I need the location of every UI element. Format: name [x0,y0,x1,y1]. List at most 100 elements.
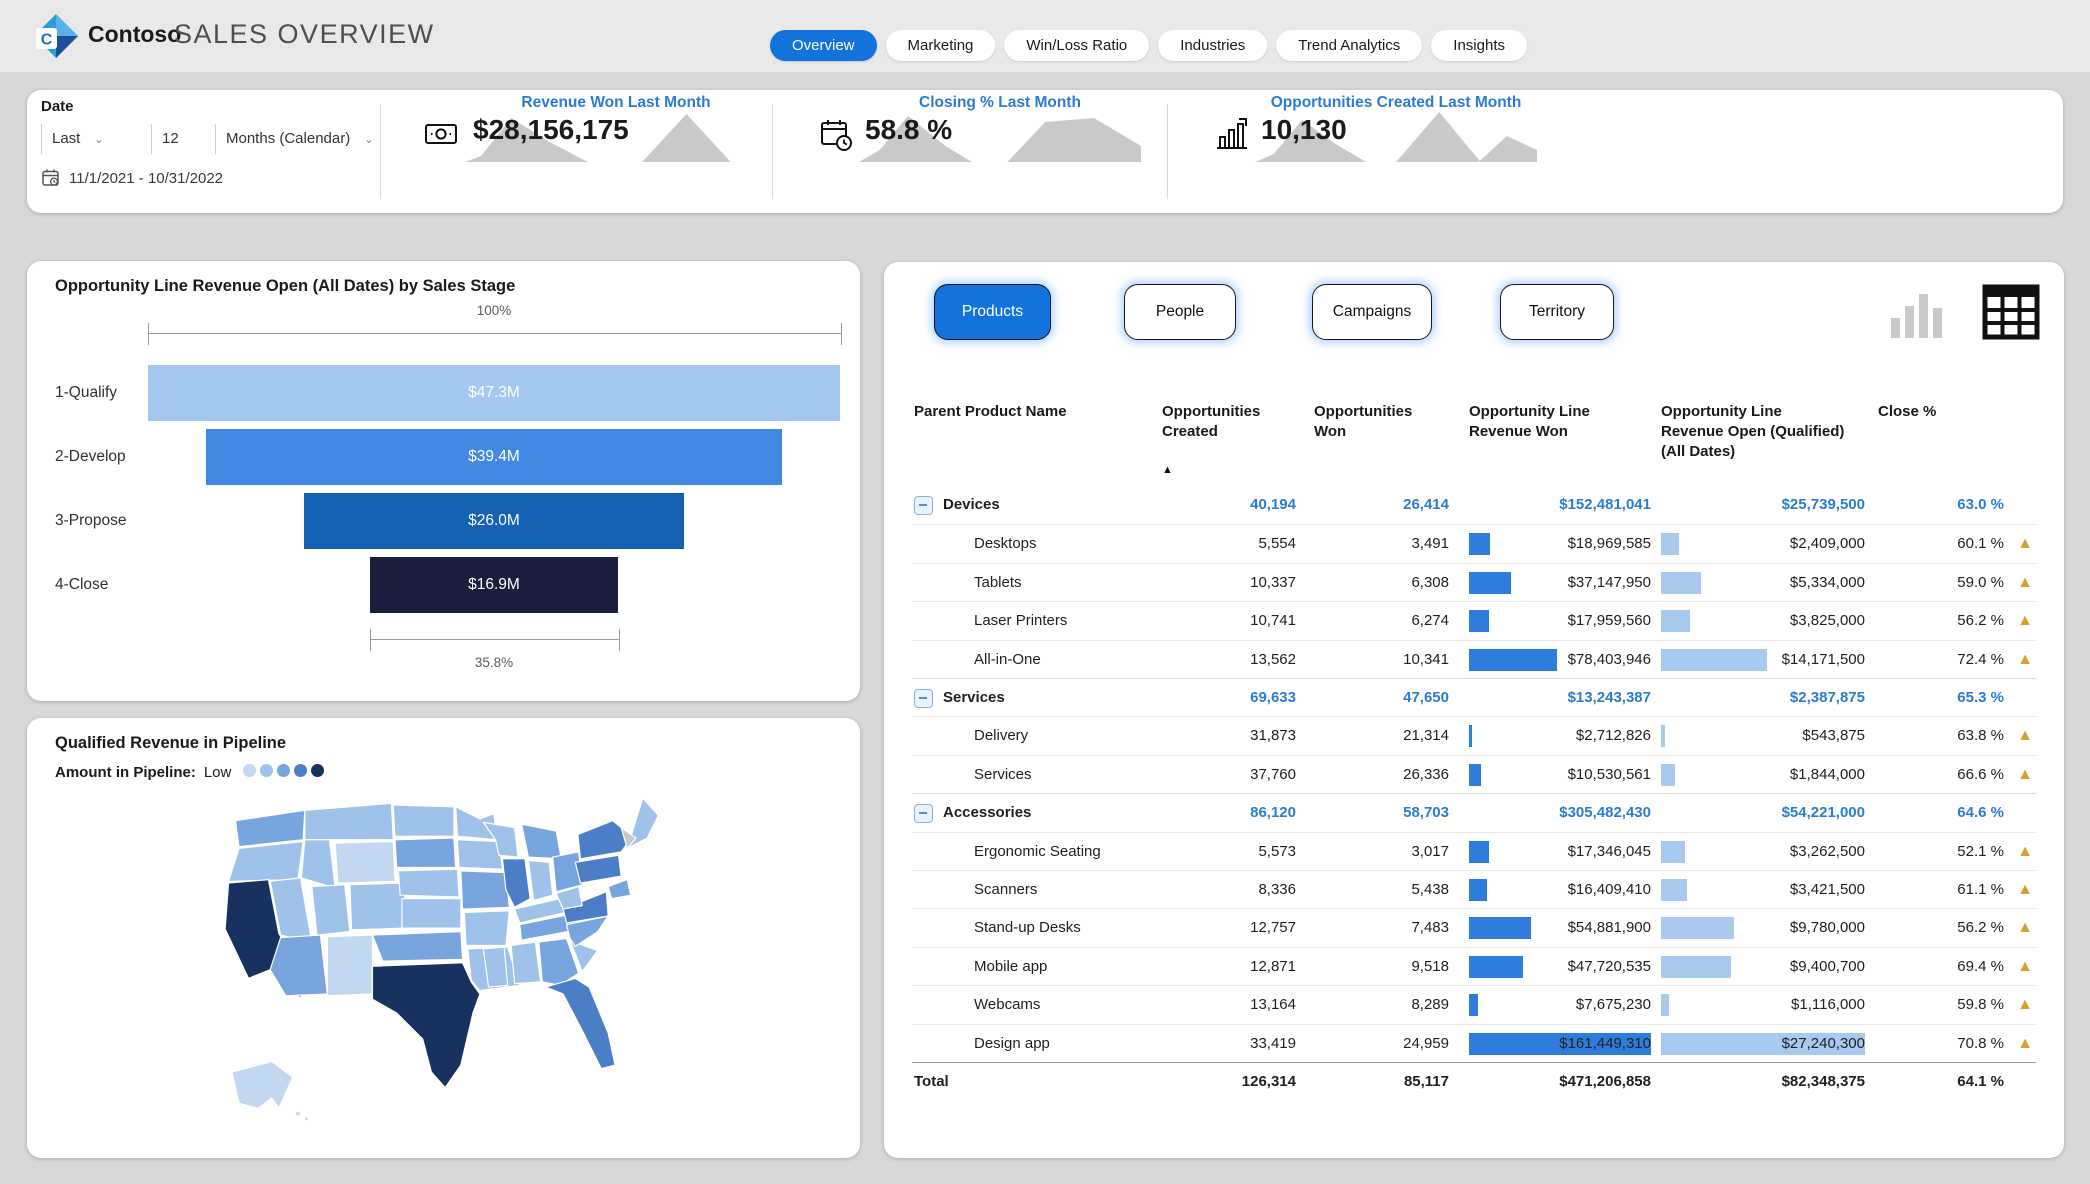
funnel-bar[interactable]: $47.3M [148,365,840,421]
state-iowa[interactable] [456,839,504,870]
state-west-virginia[interactable] [555,885,583,910]
revenue-won-databar [1469,725,1473,748]
close-pct-cell: 56.2 % [1957,919,2004,937]
opportunities-created-cell: 10,741 [1250,612,1296,630]
island[interactable] [303,1116,310,1122]
segment-button-people[interactable]: People [1124,284,1236,340]
tab-marketing[interactable]: Marketing [885,30,996,61]
granularity-dropdown[interactable]: Months (Calendar) ⌄ [215,124,394,154]
opportunities-won-cell: 9,518 [1411,957,1449,975]
row-name-cell: Delivery [914,717,1224,755]
row-name-cell: Services [914,756,1224,794]
state-michigan[interactable] [520,823,562,860]
state-washington[interactable] [234,809,306,848]
tab-overview[interactable]: Overview [770,30,877,61]
table-row: Webcams 13,164 8,289 $7,675,230 $1,116,000 59… [912,985,2036,1024]
state-pennsylvania[interactable] [574,854,622,884]
state-oregon[interactable] [227,840,304,882]
island[interactable] [294,1110,302,1117]
state-missouri[interactable] [460,870,510,910]
segment-button-territory[interactable]: Territory [1500,284,1614,340]
opportunities-created-cell: 12,871 [1250,957,1296,975]
state-idaho[interactable] [300,835,336,889]
state-south-carolina[interactable] [569,939,599,973]
state-new-mexico[interactable] [326,934,374,997]
tab-insights[interactable]: Insights [1431,30,1527,61]
sort-ascending-icon[interactable]: ▲ [1162,464,1173,476]
calendar-icon [42,169,59,186]
table-row: Design app 33,419 24,959 $161,449,310 $27,24… [912,1023,2036,1063]
tab-trend-analytics[interactable]: Trend Analytics [1276,30,1423,61]
state-south-dakota[interactable] [394,837,457,869]
close-pct-cell: 59.8 % [1957,996,2004,1014]
period-count-input[interactable]: 12 [151,124,208,154]
warning-icon: ▲ [2017,535,2033,553]
state-wisconsin[interactable] [482,821,519,858]
nav-tabs: Overview Marketing Win/Loss Ratio Industrie… [770,30,1527,61]
state-virginia[interactable] [562,891,609,924]
state-indiana[interactable] [527,859,554,902]
column-header[interactable]: Opportunity Line Revenue Won [1469,403,1590,440]
close-pct-cell: 63.0 % [1957,496,2004,513]
revenue-won-cell: $471,206,858 [1469,1063,1651,1101]
us-choropleth-map[interactable] [67,786,820,1150]
funnel-bar[interactable]: $26.0M [303,493,685,549]
bar-chart-view-icon[interactable] [1889,290,1944,340]
opportunities-won-cell: 21,314 [1403,727,1449,745]
table-view-icon[interactable] [1982,284,2040,340]
column-header[interactable]: Opportunities Created [1162,403,1261,440]
funnel-bottom-bracket [370,629,620,651]
state-maryland[interactable] [607,878,632,900]
segment-button-products[interactable]: Products [934,284,1051,340]
kpi-title: Opportunities Created Last Month [1270,94,1522,111]
state-kansas[interactable] [401,898,462,929]
state-alaska[interactable] [231,1060,294,1110]
revenue-open-databar [1661,955,1732,978]
opportunities-won-cell: 8,289 [1411,996,1449,1014]
state-florida[interactable] [545,977,616,1070]
column-header[interactable]: Opportunities Won [1314,403,1413,440]
revenue-won-databar [1469,994,1478,1017]
tab-win-loss-ratio[interactable]: Win/Loss Ratio [1004,30,1150,61]
state-ohio[interactable] [552,851,583,893]
state-wyoming[interactable] [334,840,396,884]
tab-industries[interactable]: Industries [1158,30,1268,61]
state-alabama[interactable] [510,941,542,985]
revenue-won-value: $7,675,230 [1575,996,1651,1014]
table-row: Services 69,633 47,650 $13,243,387 $2,387,87… [912,678,2036,717]
state-georgia[interactable] [538,937,580,986]
kpi-title: Closing % Last Month [919,94,1081,111]
state-vermont[interactable] [620,826,637,850]
column-header[interactable]: Close % [1878,403,1937,420]
segment-button-campaigns[interactable]: Campaigns [1312,284,1432,340]
state-mississippi[interactable] [482,946,509,988]
state-nebraska[interactable] [397,868,460,898]
revenue-open-value: $9,780,000 [1789,919,1865,937]
state-montana[interactable] [304,802,394,841]
state-illinois[interactable] [501,858,531,908]
state-maine[interactable] [626,797,660,850]
close-pct-cell: 72.4 % [1957,650,2004,668]
close-pct-cell: 64.6 % [1957,804,2004,822]
collapse-icon[interactable] [914,688,933,708]
column-header[interactable]: Opportunity Line Revenue Open (Qualified… [1661,403,1845,460]
funnel-bar[interactable]: $39.4M [205,429,783,485]
table-row: Services 37,760 26,336 $10,530,561 $1,844,00… [912,754,2036,794]
collapse-icon[interactable] [914,803,933,823]
contoso-logo-icon: C [36,14,78,58]
row-name-cell: Desktops [914,525,1224,563]
period-dropdown[interactable]: Last ⌄ [41,124,148,154]
state-arkansas[interactable] [463,910,510,947]
state-colorado[interactable] [349,882,406,931]
revenue-open-value: $2,409,000 [1789,535,1865,553]
state-arizona[interactable] [269,934,328,997]
row-name: Laser Printers [974,612,1068,630]
state-texas[interactable] [371,962,481,1089]
state-utah[interactable] [311,884,351,936]
state-oklahoma[interactable] [371,930,464,962]
column-header[interactable]: Parent Product Name [914,403,1067,420]
collapse-icon[interactable] [914,495,933,515]
state-north-dakota[interactable] [392,804,455,837]
funnel-bar[interactable]: $16.9M [370,557,618,613]
revenue-won-cell: $18,969,585 [1469,525,1651,563]
